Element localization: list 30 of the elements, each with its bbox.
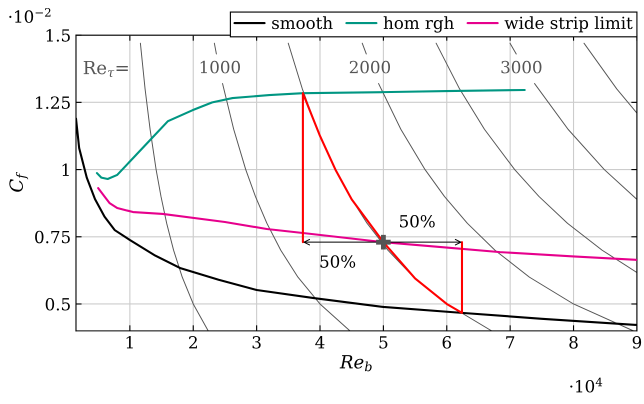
text: ·10$^{4}$ [570, 378, 602, 393]
line-series [302, 92, 464, 314]
x-axis-title: Re$_{b}$ [340, 355, 372, 372]
line-series [436, 42, 637, 274]
annotation: 1000 [200, 60, 240, 74]
annotation: 3000 [501, 60, 542, 74]
y-tick-label: 1 [62, 164, 69, 176]
x-tick-label: 8 [569, 336, 578, 349]
y-tick-label: 0.75 [35, 230, 70, 244]
annotation: 2000 [350, 60, 390, 74]
y-tick-label: 0.5 [46, 298, 70, 311]
legend-label: smooth [272, 16, 333, 30]
annotation: 50% [320, 255, 356, 268]
legend-label: hom rgh [384, 16, 454, 33]
x-tick-label: 2 [189, 336, 197, 348]
text: ·10$^{−2}$ [9, 8, 50, 23]
x-tick-label: 9 [632, 336, 642, 349]
x-tick-label: 4 [315, 336, 324, 348]
x-tick-label: 6 [442, 336, 452, 349]
y-tick-label: 1.5 [46, 29, 70, 42]
line-series [96, 88, 526, 180]
annotation: Re$_{τ}$= [84, 60, 128, 78]
annotation: 50% [400, 214, 435, 228]
x-tick-label: 5 [380, 336, 388, 349]
x-tick-label: 3 [252, 336, 261, 349]
y-tick-label: 1.25 [36, 96, 70, 109]
x-tick-label: 1 [126, 336, 133, 348]
x-tick-label: 7 [506, 336, 514, 348]
legend-label: wide strip limit [504, 16, 633, 32]
y-axis-title: C$_{f}$ [9, 172, 28, 192]
